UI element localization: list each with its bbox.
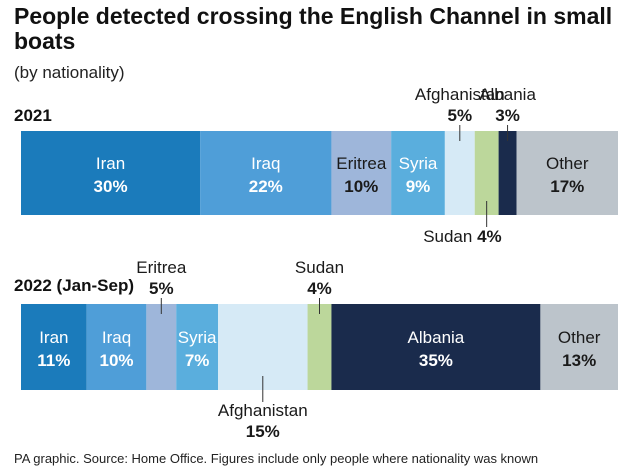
bar-2021-syria: [391, 131, 445, 215]
bar-2021-iraq-value: 22%: [249, 177, 283, 196]
bar-2022-jan-sep-albania-name: Albania: [408, 328, 465, 347]
bar-2021-albania-name: Albania: [479, 85, 536, 104]
bar-2022-jan-sep-iraq-value: 10%: [100, 351, 134, 370]
bar-2022-jan-sep-syria-value: 7%: [185, 351, 210, 370]
bar-2021-sudan-name: Sudan: [423, 227, 477, 246]
bar-2021-syria-value: 9%: [406, 177, 431, 196]
bar-2022-jan-sep-sudan-name: Sudan: [295, 258, 344, 277]
bar-2021-sudan-value: 4%: [477, 227, 502, 246]
bar-2021-iran-name: Iran: [96, 154, 125, 173]
bar-2022-jan-sep-eritrea-name: Eritrea: [136, 258, 187, 277]
bar-2022-jan-sep-sudan: [307, 304, 332, 390]
bar-2022-jan-sep-sudan-value: 4%: [307, 279, 332, 298]
bar-2021-sudan-label: Sudan 4%: [423, 227, 501, 246]
bar-2022-jan-sep-other-name: Other: [558, 328, 601, 347]
bar-2021-other: [516, 131, 618, 215]
bar-2021-eritrea: [331, 131, 392, 215]
bar-2022-jan-sep-eritrea-value: 5%: [149, 279, 174, 298]
bar-2022-jan-sep-syria-name: Syria: [178, 328, 217, 347]
chart-subtitle: (by nationality): [14, 63, 125, 82]
stacked-bar-chart: 2021 Iran 30% Iraq 22% Eritrea 10% Syria 9% Other…: [14, 85, 618, 441]
bar-2022-jan-sep-iraq-name: Iraq: [102, 328, 131, 347]
bar-2022-jan-sep-other: [540, 304, 618, 390]
bar-2021-iran-value: 30%: [94, 177, 128, 196]
bar-2021-syria-name: Syria: [399, 154, 438, 173]
bar-2022-jan-sep-afghanistan: [218, 304, 308, 390]
source-note: PA graphic. Source: Home Office. Figures…: [14, 451, 539, 466]
bar-2021-other-value: 17%: [550, 177, 584, 196]
bar-2022-jan-sep-other-value: 13%: [562, 351, 596, 370]
bar-2021-sudan: [474, 131, 499, 215]
bar-2022-jan-sep-eritrea: [146, 304, 177, 390]
bar-2021-eritrea-value: 10%: [344, 177, 378, 196]
bar-2021-albania: [498, 131, 517, 215]
bar-2022-jan-sep-afghanistan-name: Afghanistan: [218, 401, 308, 420]
bar-2021-iraq-name: Iraq: [251, 154, 280, 173]
bar-2022-jan-sep-albania: [331, 304, 541, 390]
bar-2021-afghanistan-value: 5%: [448, 106, 473, 125]
bar-2021-iraq: [200, 131, 332, 215]
row-label-2021: 2021: [14, 106, 52, 125]
row-label-2022-jan-sep: 2022 (Jan-Sep): [14, 276, 134, 295]
bar-2022-jan-sep-iran-value: 11%: [37, 351, 70, 370]
bar-2021-iran: [21, 131, 201, 215]
bar-2022-jan-sep-syria: [176, 304, 219, 390]
bar-2021-albania-value: 3%: [495, 106, 520, 125]
bar-2022-jan-sep-iran-name: Iran: [39, 328, 68, 347]
bar-2021-afghanistan: [444, 131, 475, 215]
bar-2022-jan-sep-afghanistan-value: 15%: [246, 422, 280, 441]
bar-2021-afghanistan-name: Afghanistan: [415, 85, 505, 104]
bar-2022-jan-sep-iraq: [86, 304, 147, 390]
bar-2022-jan-sep-iran: [21, 304, 87, 390]
bar-2021-other-name: Other: [546, 154, 589, 173]
bar-2022-jan-sep-albania-value: 35%: [419, 351, 453, 370]
bar-2021-eritrea-name: Eritrea: [336, 154, 387, 173]
chart-title: People detected crossing the English Cha…: [14, 3, 613, 54]
